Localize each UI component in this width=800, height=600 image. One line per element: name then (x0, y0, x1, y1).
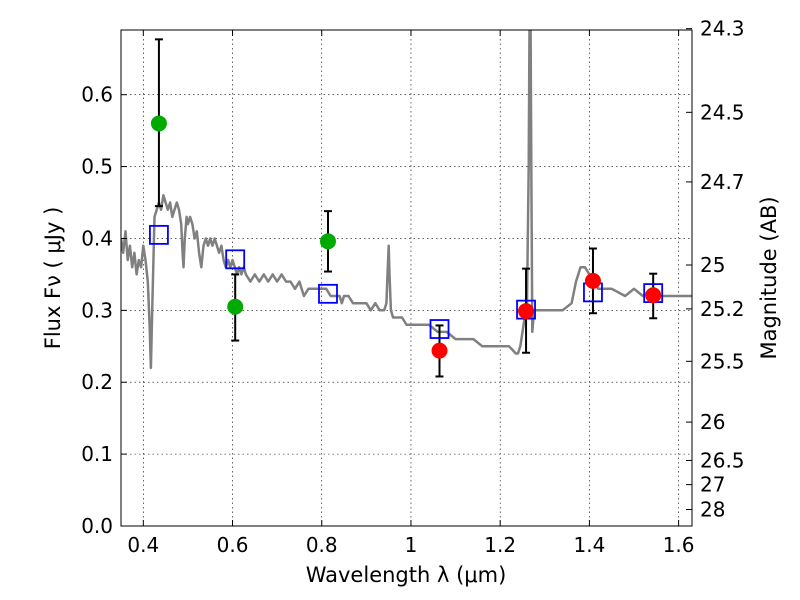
y-tick-label: 0.1 (81, 442, 113, 466)
right-tick-label: 24.3 (700, 17, 745, 41)
y-tick-label: 0.5 (81, 155, 113, 179)
right-tick-label: 24.5 (700, 100, 745, 124)
photometry-point (584, 272, 601, 289)
y-tick-label: 0.2 (81, 370, 113, 394)
model-flux-square (149, 224, 169, 245)
right-tick-label: 27 (700, 473, 725, 497)
y-tick-label: 0.4 (81, 226, 113, 250)
photometry-point (518, 303, 535, 320)
photometry-point (645, 287, 662, 304)
x-tick-label: 0.8 (306, 533, 338, 557)
x-tick-label: 1.6 (663, 533, 695, 557)
x-tick-label: 0.6 (217, 533, 249, 557)
model-flux-square (429, 319, 450, 339)
right-tick-label: 26 (700, 410, 725, 434)
photometry-point (150, 115, 167, 132)
right-tick-label: 25.2 (700, 297, 745, 321)
right-tick-label: 28 (700, 498, 725, 522)
data-markers (149, 115, 664, 359)
right-tick-label: 25.5 (700, 349, 745, 373)
x-tick-label: 1 (405, 533, 418, 557)
y-tick-label: 0.3 (81, 298, 113, 322)
photometry-point (227, 298, 244, 315)
y-tick-label: 0.0 (81, 514, 113, 538)
right-tick-label: 26.5 (700, 448, 745, 472)
photometry-point (431, 342, 448, 359)
y-axis-label: Flux Fν ( μJy ) (41, 207, 65, 350)
right-axis-label: Magnitude (AB) (757, 196, 781, 359)
y-tick-label: 0.6 (81, 83, 113, 107)
model-flux-square (225, 249, 246, 270)
model-flux-square (318, 283, 338, 304)
axis-ticks: 0.4 0.6 0.8 1 1.2 1.4 1.6 0.0 0.1 0.2 0.3 0.4 0.5 0.6… (81, 17, 744, 557)
x-axis-label: Wavelength λ (μm) (306, 563, 507, 587)
x-tick-label: 1.4 (573, 533, 605, 557)
model-spectrum (121, 30, 692, 370)
x-tick-label: 0.4 (127, 533, 159, 557)
plot-frame (120, 29, 693, 527)
right-tick-label: 24.7 (700, 170, 745, 194)
spectrum-line (121, 30, 692, 370)
right-tick-label: 25 (700, 253, 725, 277)
x-tick-label: 1.2 (484, 533, 516, 557)
photometry-point (319, 233, 336, 250)
